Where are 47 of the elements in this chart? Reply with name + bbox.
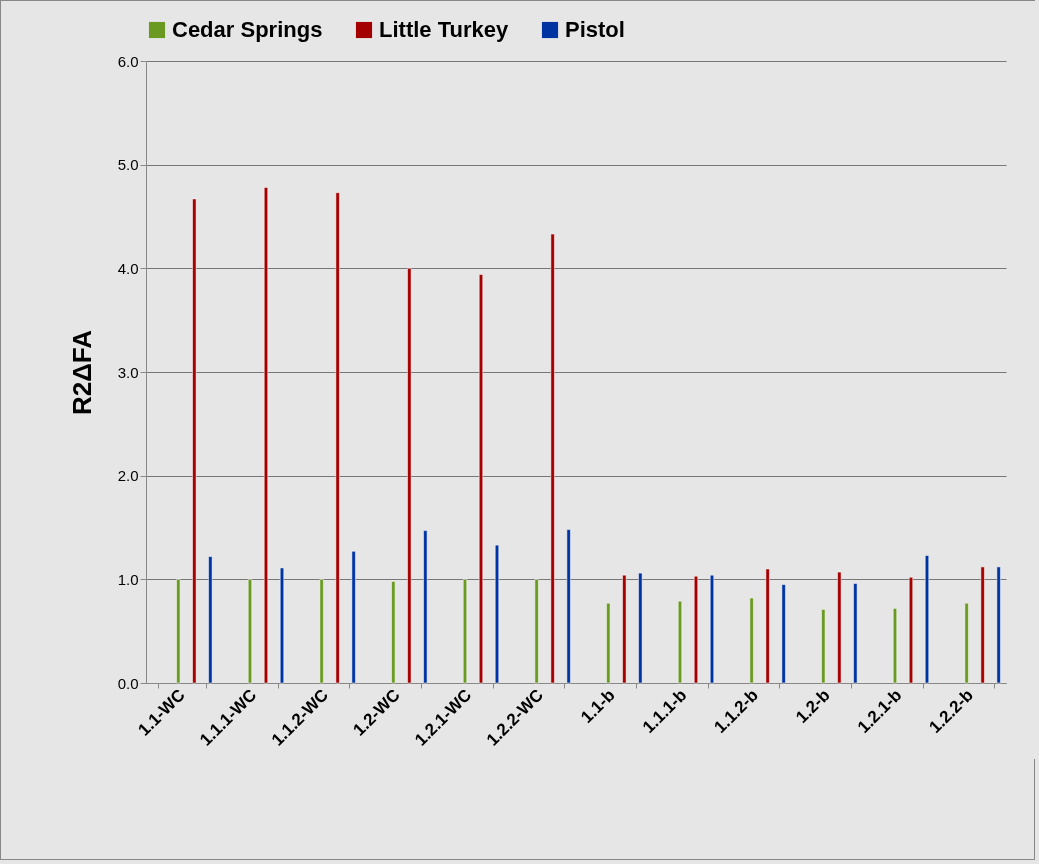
bar xyxy=(478,274,483,684)
bar xyxy=(638,572,643,684)
bar xyxy=(606,602,611,684)
bar xyxy=(709,574,714,684)
bar xyxy=(351,551,356,684)
legend-label: Pistol xyxy=(565,17,625,42)
bar xyxy=(407,268,412,684)
bar xyxy=(263,187,268,684)
y-tick-label: 6.0 xyxy=(117,52,139,70)
bar xyxy=(765,568,770,684)
legend-label: Little Turkey xyxy=(379,17,509,42)
bar xyxy=(622,574,627,684)
legend-label: Cedar Springs xyxy=(172,17,323,42)
bar xyxy=(319,579,324,684)
bar xyxy=(391,581,396,684)
y-tick-label: 4.0 xyxy=(117,259,139,277)
y-tick-label: 2.0 xyxy=(117,467,139,485)
bar xyxy=(892,608,897,684)
y-tick-label: 1.0 xyxy=(117,570,139,588)
bar xyxy=(781,584,786,684)
bar xyxy=(853,583,858,684)
bar xyxy=(279,567,284,684)
bar xyxy=(192,198,197,684)
y-tick-label: 5.0 xyxy=(117,156,139,174)
bar xyxy=(494,544,499,684)
bar xyxy=(677,600,682,684)
bar xyxy=(247,579,252,684)
bar xyxy=(837,571,842,684)
bar xyxy=(924,555,929,684)
y-axis-title: R2ΔFA xyxy=(66,329,97,416)
bar xyxy=(821,609,826,684)
bar xyxy=(749,597,754,684)
bar xyxy=(462,579,467,684)
bar xyxy=(534,579,539,684)
bar xyxy=(693,575,698,684)
bar xyxy=(208,556,213,684)
bar xyxy=(566,529,571,684)
bar xyxy=(335,192,340,684)
bar xyxy=(176,579,181,684)
bar xyxy=(980,566,985,684)
bar xyxy=(908,577,913,684)
bar xyxy=(996,566,1001,684)
bar xyxy=(423,530,428,684)
bar xyxy=(550,233,555,684)
bar xyxy=(964,602,969,684)
y-tick-label: 0.0 xyxy=(117,674,139,692)
y-tick-label: 3.0 xyxy=(117,363,139,381)
